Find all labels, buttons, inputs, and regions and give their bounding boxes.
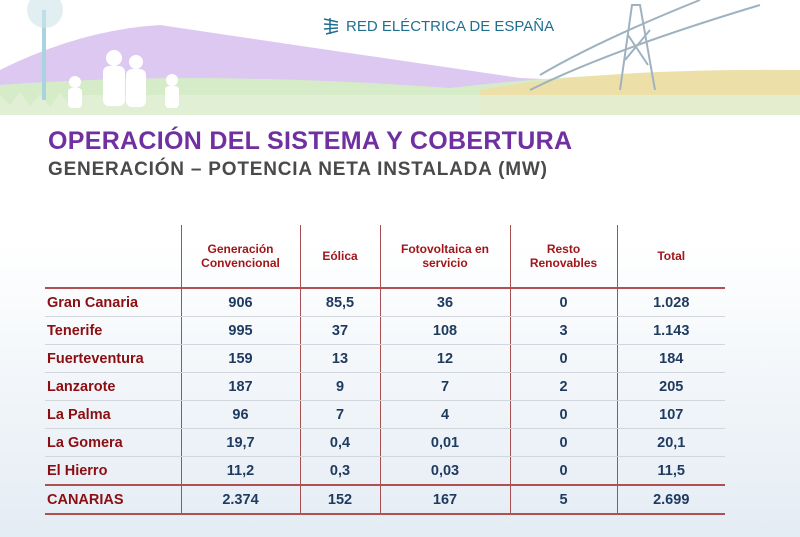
table-cell: 1.143 — [616, 316, 725, 345]
row-label: Fuerteventura — [45, 344, 181, 373]
table-cell: 0 — [509, 428, 617, 457]
network-logo-icon — [323, 18, 339, 35]
row-label: CANARIAS — [45, 485, 181, 515]
header-cell — [45, 225, 181, 288]
table-cell: 9 — [299, 372, 380, 401]
table-cell: 2.699 — [616, 485, 725, 515]
table-cell: 1.028 — [616, 288, 725, 317]
header-cell: Generación Convencional — [180, 225, 300, 288]
row-label: La Gomera — [45, 428, 181, 457]
page-title: OPERACIÓN DEL SISTEMA Y COBERTURA — [48, 127, 573, 155]
table-cell: 107 — [616, 400, 725, 429]
brand-name: RED ELÉCTRICA DE ESPAÑA — [346, 17, 555, 35]
table-cell: 167 — [379, 485, 510, 515]
table-cell: 20,1 — [616, 428, 725, 457]
table-cell: 187 — [180, 372, 300, 401]
table-row: Fuerteventura 159 13 12 0 184 — [45, 344, 725, 373]
table-row: La Palma 96 7 4 0 107 — [45, 400, 725, 429]
table-cell: 0 — [509, 288, 617, 317]
total-row: CANARIAS 2.374 152 167 5 2.699 — [45, 485, 725, 515]
table-cell: 19,7 — [180, 428, 300, 457]
page-subtitle: GENERACIÓN – POTENCIA NETA INSTALADA (MW… — [48, 159, 548, 180]
table-cell: 0 — [509, 456, 617, 486]
table-cell: 11,5 — [616, 456, 725, 486]
table-cell: 906 — [180, 288, 300, 317]
table-cell: 184 — [616, 344, 725, 373]
table-row: La Gomera 19,7 0,4 0,01 0 20,1 — [45, 428, 725, 457]
table-cell: 152 — [299, 485, 380, 515]
table-cell: 108 — [379, 316, 510, 345]
table-cell: 0,3 — [299, 456, 380, 486]
brand-logo: RED ELÉCTRICA DE ESPAÑA — [322, 16, 554, 36]
table-cell: 5 — [509, 485, 617, 515]
table-cell: 37 — [299, 316, 380, 345]
table-cell: 7 — [299, 400, 380, 429]
header-cell: Resto Renovables — [509, 225, 617, 288]
table-cell: 2 — [509, 372, 617, 401]
row-label: Tenerife — [45, 316, 181, 345]
table-cell: 7 — [379, 372, 510, 401]
table-cell: 995 — [180, 316, 300, 345]
row-label: El Hierro — [45, 456, 181, 486]
table-row: Lanzarote 187 9 7 2 205 — [45, 372, 725, 401]
table-row: Gran Canaria 906 85,5 36 0 1.028 — [45, 288, 725, 317]
table-cell: 11,2 — [180, 456, 300, 486]
table-cell: 0 — [509, 344, 617, 373]
table-cell: 36 — [379, 288, 510, 317]
table-header-row: Generación Convencional Eólica Fotovolta… — [45, 225, 725, 288]
table-cell: 4 — [379, 400, 510, 429]
header-cell: Eólica — [299, 225, 380, 288]
header-banner-illustration — [0, 0, 800, 115]
table-cell: 3 — [509, 316, 617, 345]
table-cell: 159 — [180, 344, 300, 373]
row-label: Gran Canaria — [45, 288, 181, 317]
header-cell: Fotovoltaica en servicio — [379, 225, 510, 288]
table-cell: 13 — [299, 344, 380, 373]
table-cell: 0,01 — [379, 428, 510, 457]
table-cell: 85,5 — [299, 288, 380, 317]
table-cell: 0,03 — [379, 456, 510, 486]
table-cell: 0,4 — [299, 428, 380, 457]
header-cell: Total — [616, 225, 725, 288]
table-cell: 12 — [379, 344, 510, 373]
table-row: El Hierro 11,2 0,3 0,03 0 11,5 — [45, 456, 725, 486]
table-cell: 2.374 — [180, 485, 300, 515]
table-row: Tenerife 995 37 108 3 1.143 — [45, 316, 725, 345]
table-cell: 96 — [180, 400, 300, 429]
row-label: La Palma — [45, 400, 181, 429]
table-cell: 0 — [509, 400, 617, 429]
row-label: Lanzarote — [45, 372, 181, 401]
capacity-table: Generación Convencional Eólica Fotovolta… — [45, 225, 725, 515]
table-cell: 205 — [616, 372, 725, 401]
